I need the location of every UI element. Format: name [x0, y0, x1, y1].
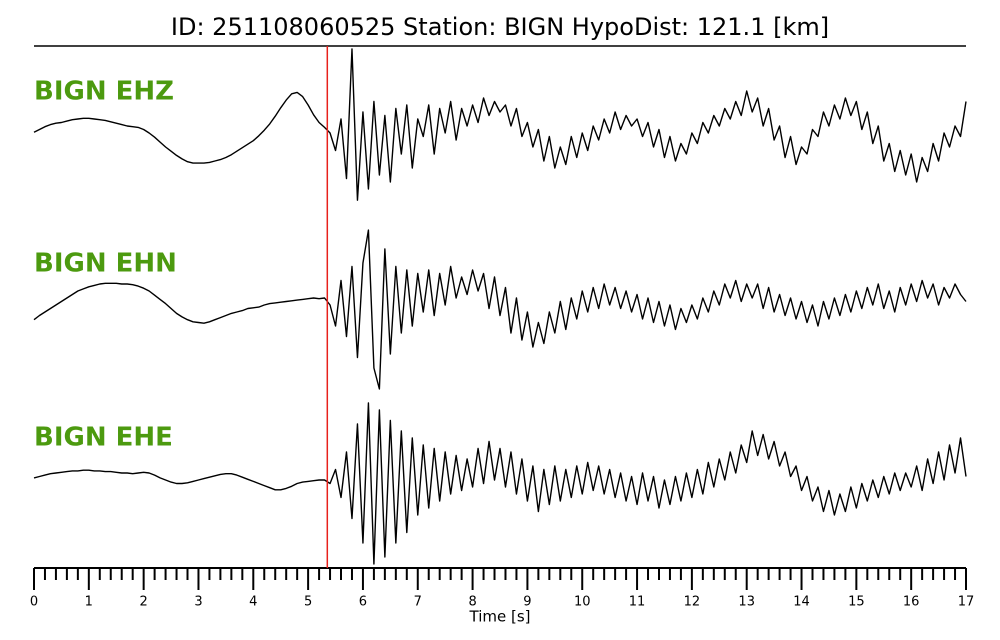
- x-tick-label: 9: [523, 595, 531, 610]
- x-tick-label: 8: [468, 595, 476, 610]
- x-tick-label: 0: [30, 595, 38, 610]
- trace: [33, 48, 967, 201]
- x-axis-label: Time [s]: [469, 608, 531, 626]
- trace: [33, 402, 967, 565]
- x-tick-label: 6: [359, 595, 367, 610]
- x-tick-label: 17: [958, 595, 975, 610]
- trace-label: BIGN EHZ: [34, 77, 174, 107]
- x-tick-label: 13: [738, 595, 755, 610]
- x-tick-label: 5: [304, 595, 312, 610]
- x-tick-label: 12: [684, 595, 701, 610]
- chart-title: ID: 251108060525 Station: BIGN HypoDist:…: [171, 13, 829, 41]
- x-tick-label: 11: [629, 595, 646, 610]
- x-tick-label: 7: [414, 595, 422, 610]
- x-tick-label: 1: [85, 595, 93, 610]
- x-tick-label: 15: [848, 595, 865, 610]
- trace-label: BIGN EHN: [34, 249, 177, 279]
- x-tick-label: 10: [574, 595, 591, 610]
- trace: [33, 229, 967, 390]
- x-tick-label: 14: [793, 595, 810, 610]
- x-tick-label: 4: [249, 595, 257, 610]
- x-tick-label: 16: [903, 595, 920, 610]
- x-tick-label: 2: [140, 595, 148, 610]
- trace-label: BIGN EHE: [34, 423, 173, 453]
- x-tick-label: 3: [194, 595, 202, 610]
